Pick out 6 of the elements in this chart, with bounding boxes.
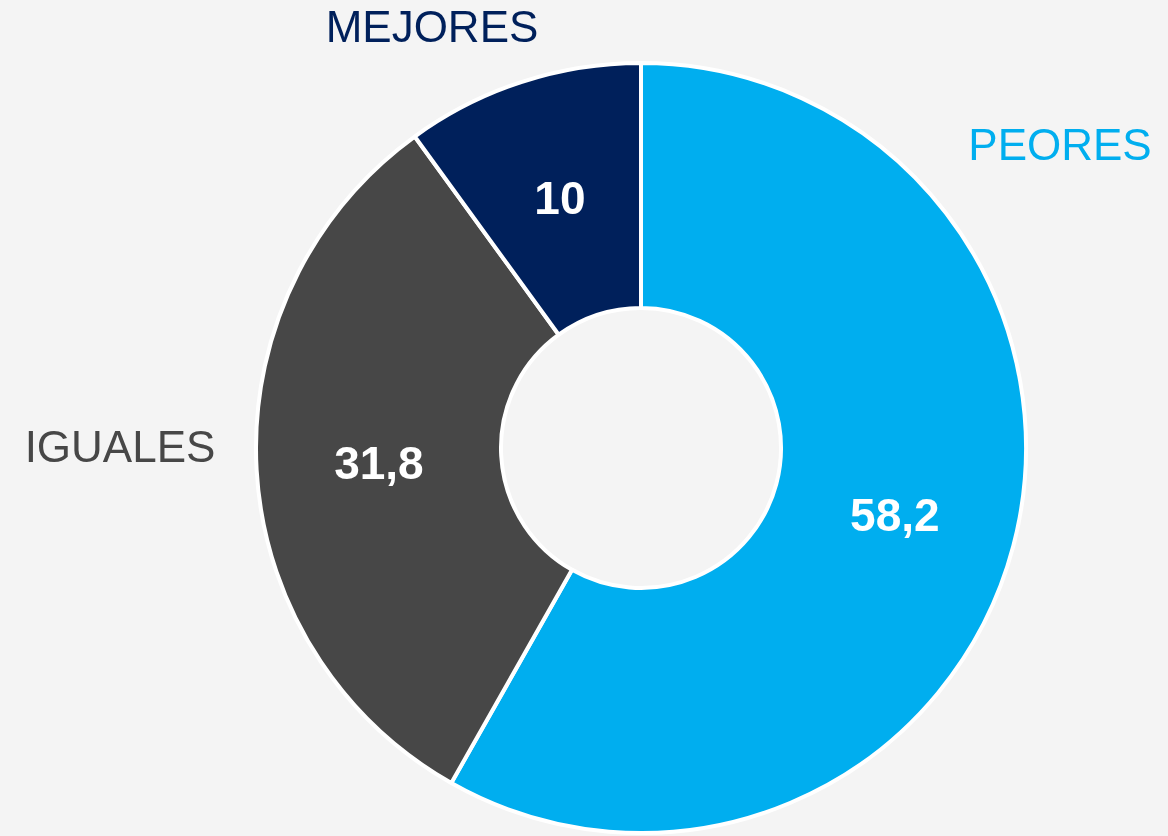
slice-label: MEJORES: [325, 2, 539, 51]
slice-label: PEORES: [968, 120, 1152, 169]
slice-label: IGUALES: [24, 422, 216, 471]
data-label: 10: [534, 172, 586, 225]
data-label: 31,8: [334, 436, 424, 489]
data-label: 58,2: [850, 488, 940, 541]
